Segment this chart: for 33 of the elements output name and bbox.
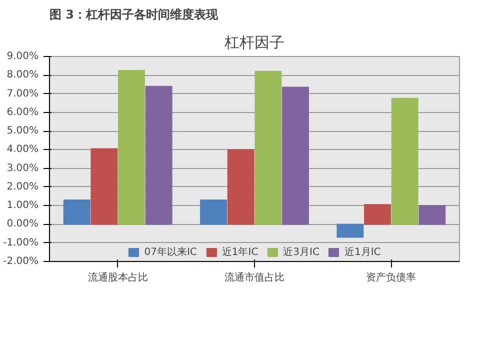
y-tick-label: 6.00%: [6, 106, 39, 118]
bar: [364, 204, 391, 225]
bar: [282, 86, 309, 225]
legend-label: 近3月IC: [283, 246, 320, 259]
bar: [227, 149, 254, 225]
bar: [63, 200, 90, 225]
y-tick-label: 5.00%: [6, 126, 39, 137]
chart-subtitle: 杠杆因子: [224, 34, 284, 52]
bar: [118, 70, 145, 225]
legend-label: 07年以来IC: [144, 246, 197, 259]
y-tick-label: 8.00%: [6, 70, 39, 81]
legend-label: 近1年IC: [222, 246, 258, 259]
y-tick-label: 2.00%: [6, 181, 39, 192]
y-tick-label: 1.00%: [6, 200, 39, 212]
y-tick-label: 0.00%: [6, 218, 39, 230]
bar: [418, 205, 446, 225]
x-tick-label: 流通市值占比: [224, 272, 284, 284]
y-tick-label: 3.00%: [6, 162, 39, 174]
x-tick-label: 流通股本占比: [88, 272, 148, 284]
legend-label: 近1月IC: [344, 246, 381, 259]
bar: [200, 200, 227, 225]
y-tick-label: 7.00%: [6, 88, 39, 100]
chart-title: 图 3：杠杆因子各时间维度表现: [50, 8, 220, 22]
bar: [145, 86, 172, 225]
y-tick-label: -2.00%: [3, 256, 39, 267]
bar: [391, 98, 418, 225]
y-tick-label: -1.00%: [3, 237, 39, 248]
x-tick-label: 资产负债率: [366, 272, 416, 284]
y-tick-label: 9.00%: [6, 51, 39, 62]
bar: [336, 224, 364, 238]
bar: [90, 148, 118, 225]
bar: [254, 70, 282, 225]
y-tick-label: 4.00%: [6, 144, 39, 156]
